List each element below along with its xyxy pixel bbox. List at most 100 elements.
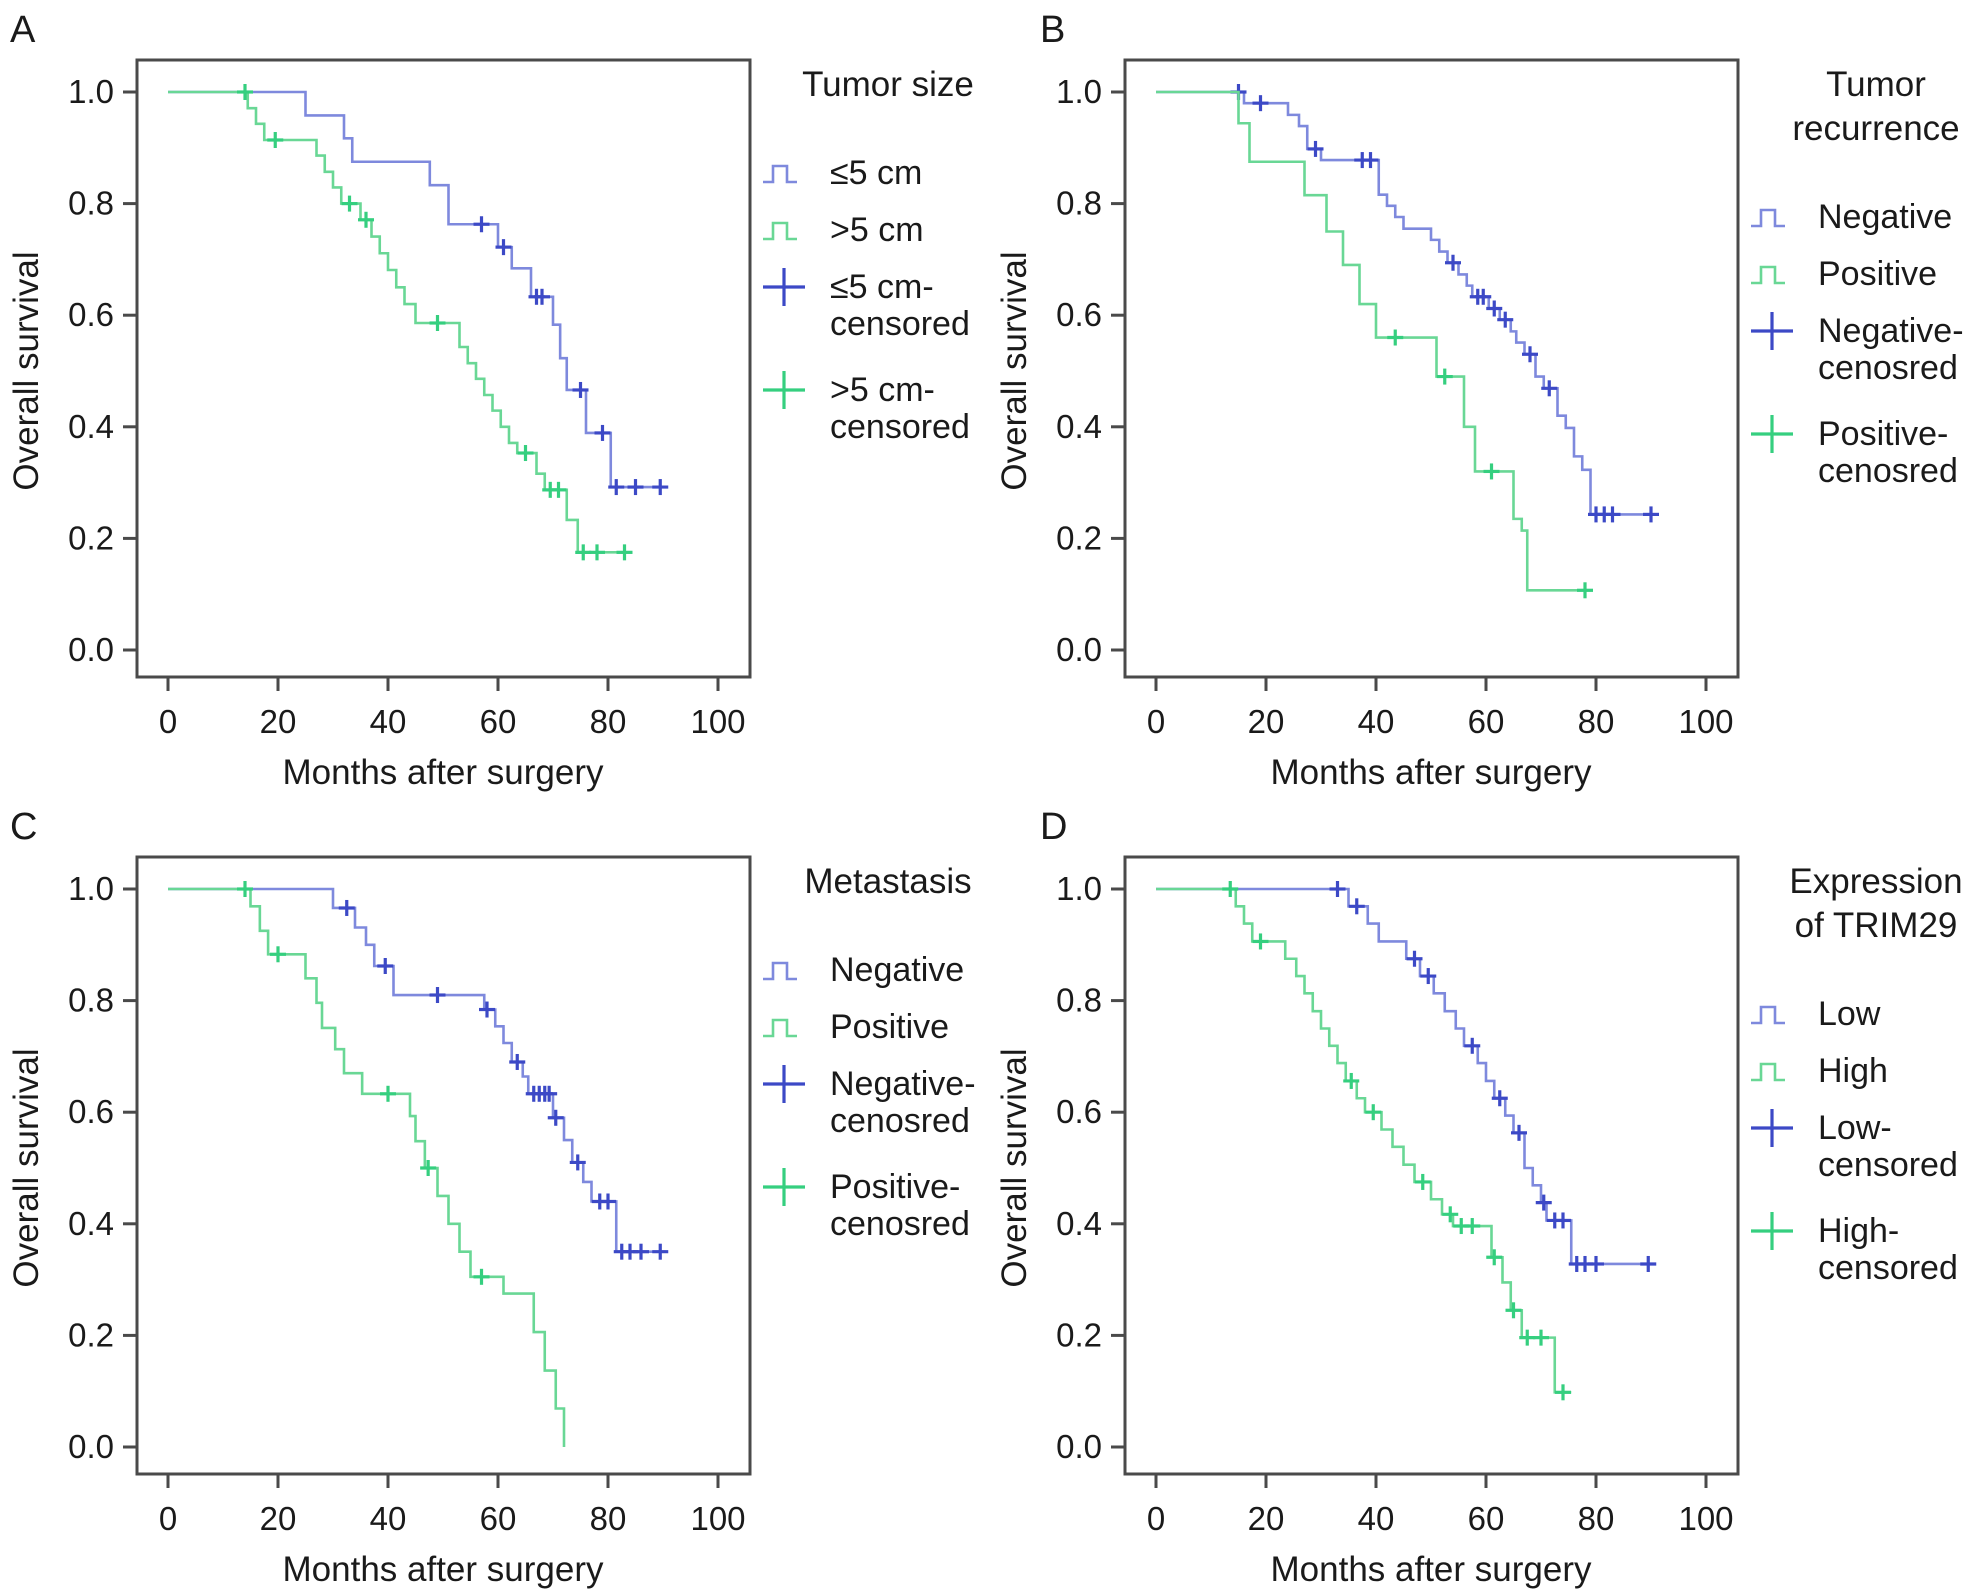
legend-entry-label: ≤5 cm <box>830 154 922 192</box>
y-axis-tick-label: 0.6 <box>1056 1093 1102 1130</box>
y-axis-tick-label: 0.0 <box>1056 1428 1102 1465</box>
x-axis-tick-label: 80 <box>1578 1500 1615 1537</box>
x-axis-tick-label: 40 <box>1358 1500 1395 1537</box>
y-axis-tick-label: 0.4 <box>1056 408 1102 445</box>
y-axis-tick-label: 0.2 <box>1056 519 1102 556</box>
legend-step-icon <box>1751 265 1785 285</box>
legend-title: Expression <box>1789 862 1962 901</box>
legend-step-icon <box>763 164 797 184</box>
survival-curve-blue <box>168 887 666 1253</box>
x-axis-tick-label: 0 <box>1147 703 1165 740</box>
y-axis-tick-label: 0.4 <box>1056 1205 1102 1242</box>
panel-letter: D <box>1040 806 1067 848</box>
x-axis-tick-label: 40 <box>370 1500 407 1537</box>
panel-letter: A <box>10 9 36 51</box>
y-axis-tick-label: 0.2 <box>68 1316 114 1353</box>
y-axis-tick-label: 0.6 <box>68 1093 114 1130</box>
legend-entry-label: ≤5 cm- <box>830 268 934 306</box>
legend-step-icon <box>763 221 797 241</box>
x-axis-tick-label: 60 <box>480 1500 517 1537</box>
legend-title: Metastasis <box>804 862 971 901</box>
x-axis-tick-label: 20 <box>1248 703 1285 740</box>
legend-entry-label: Positive <box>830 1008 949 1046</box>
y-axis-tick-label: 0.2 <box>1056 1316 1102 1353</box>
y-axis-tick-label: 0.6 <box>68 296 114 333</box>
legend-entry-label: Low- <box>1818 1109 1892 1147</box>
panel-b-chart: B 0.0 0.2 0.4 0.6 0.8 1.0 0 20 40 60 80 100 Months af… <box>995 9 1964 792</box>
legend-entry-label: censored <box>1818 1249 1958 1287</box>
survival-curve-green <box>168 887 566 1447</box>
legend-entry-label: Negative- <box>830 1065 976 1103</box>
legend-entry-label: Negative- <box>1818 312 1964 350</box>
legend-title: recurrence <box>1792 109 1959 148</box>
panel-d-chart: D 0.0 0.2 0.4 0.6 0.8 1.0 0 20 40 60 80 100 Months af… <box>995 806 1963 1589</box>
legend-entry-label: censored <box>830 305 970 343</box>
panel-b: B 0.0 0.2 0.4 0.6 0.8 1.0 0 20 40 60 80 100 Months af… <box>988 0 1976 797</box>
x-axis-tick-label: 80 <box>1578 703 1615 740</box>
panel-letter: C <box>10 806 37 848</box>
x-axis-tick-label: 0 <box>1147 1500 1165 1537</box>
plot-frame <box>1123 855 1740 1476</box>
legend-entry-label: Positive- <box>1818 415 1948 453</box>
x-axis-tick-label: 20 <box>260 703 297 740</box>
y-axis-tick-label: 1.0 <box>68 73 114 110</box>
panel-letter: B <box>1040 9 1065 51</box>
y-axis-tick-label: 0.8 <box>1056 185 1102 222</box>
plot-frame <box>135 855 752 1476</box>
legend-title: of TRIM29 <box>1795 906 1958 945</box>
panel-c-chart: C 0.0 0.2 0.4 0.6 0.8 1.0 0 20 40 60 80 100 Months af… <box>7 806 976 1589</box>
panel-d: D 0.0 0.2 0.4 0.6 0.8 1.0 0 20 40 60 80 100 Months af… <box>988 797 1976 1594</box>
legend-step-icon <box>1751 1062 1785 1082</box>
y-axis-title: Overall survival <box>995 1048 1034 1287</box>
legend-entry-label: Negative <box>830 951 964 989</box>
x-axis-tick-label: 0 <box>159 703 177 740</box>
legend-entry-label: High- <box>1818 1212 1899 1250</box>
legend-entry-label: censored <box>1818 1146 1958 1184</box>
x-axis-title: Months after surgery <box>1271 1550 1592 1589</box>
legend-entry-label: censored <box>830 408 970 446</box>
x-axis-tick-label: 20 <box>1248 1500 1285 1537</box>
y-axis-tick-label: 1.0 <box>68 870 114 907</box>
y-axis-tick-label: 1.0 <box>1056 73 1102 110</box>
x-axis-tick-label: 60 <box>1468 703 1505 740</box>
legend-entry-label: Positive- <box>830 1168 960 1206</box>
x-axis-title: Months after surgery <box>283 753 604 792</box>
legend-entry-label: Low <box>1818 995 1881 1033</box>
survival-curve-blue <box>168 90 666 489</box>
legend-step-icon <box>1751 208 1785 228</box>
legend-entry-label: Positive <box>1818 255 1937 293</box>
x-axis-title: Months after surgery <box>1271 753 1592 792</box>
y-axis-tick-label: 1.0 <box>1056 870 1102 907</box>
y-axis-title: Overall survival <box>7 251 46 490</box>
y-axis-tick-label: 0.0 <box>1056 631 1102 668</box>
legend-step-icon <box>1751 1005 1785 1025</box>
legend-entry-label: High <box>1818 1052 1888 1090</box>
legend-title: Tumor size <box>802 65 974 104</box>
x-axis-tick-label: 20 <box>260 1500 297 1537</box>
legend-entry-label: cenosred <box>830 1102 970 1140</box>
survival-curve-green <box>1156 90 1591 592</box>
legend-entry-label: cenosred <box>1818 452 1958 490</box>
legend-step-icon <box>763 961 797 981</box>
legend-step-icon <box>763 1018 797 1038</box>
x-axis-tick-label: 0 <box>159 1500 177 1537</box>
survival-curve-blue <box>1156 887 1651 1266</box>
x-axis-tick-label: 60 <box>480 703 517 740</box>
y-axis-title: Overall survival <box>7 1048 46 1287</box>
y-axis-tick-label: 0.2 <box>68 519 114 556</box>
panel-c: C 0.0 0.2 0.4 0.6 0.8 1.0 0 20 40 60 80 100 Months af… <box>0 797 988 1594</box>
legend-entry-label: cenosred <box>1818 349 1958 387</box>
legend-entry-label: Negative <box>1818 198 1952 236</box>
y-axis-tick-label: 0.6 <box>1056 296 1102 333</box>
panel-a-chart: A 0.0 0.2 0.4 0.6 0.8 1.0 0 20 40 60 80 100 Months af… <box>7 9 974 792</box>
y-axis-title: Overall survival <box>995 251 1034 490</box>
x-axis-tick-label: 40 <box>370 703 407 740</box>
y-axis-tick-label: 0.8 <box>1056 982 1102 1019</box>
panel-a: A 0.0 0.2 0.4 0.6 0.8 1.0 0 20 40 60 80 100 Months af… <box>0 0 988 797</box>
y-axis-tick-label: 0.8 <box>68 982 114 1019</box>
x-axis-title: Months after surgery <box>283 1550 604 1589</box>
plot-frame <box>1123 58 1740 679</box>
legend-entry-label: >5 cm <box>830 211 924 249</box>
x-axis-tick-label: 80 <box>590 1500 627 1537</box>
